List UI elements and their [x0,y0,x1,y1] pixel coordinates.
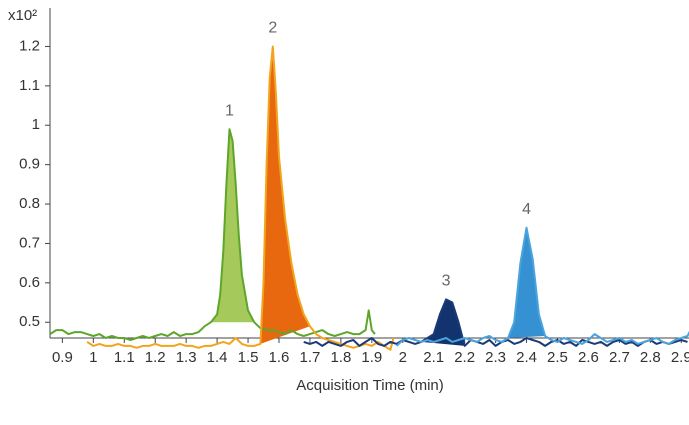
x-axis-title: Acquisition Time (min) [296,377,444,394]
y-tick-label: 0.9 [19,156,40,173]
series-line [395,226,689,347]
y-tick-label: 0.6 [19,274,40,291]
x-tick-label: 2.9 [671,349,689,366]
y-tick-label: 0.7 [19,234,40,251]
x-tick-label: 1 [89,349,97,366]
peak-label: 1 [225,102,234,119]
peak-label: 4 [522,201,531,218]
peak-label: 2 [268,20,277,37]
peak-area [210,129,255,323]
x-tick-label: 2.3 [485,349,506,366]
y-unit-label: x10² [8,7,37,24]
x-tick-label: 1.5 [238,349,259,366]
x-tick-label: 1.7 [300,349,321,366]
y-tick-label: 0.8 [19,195,40,212]
x-tick-label: 2.1 [423,349,444,366]
x-tick-label: 1.2 [145,349,166,366]
x-tick-label: 1.4 [207,349,228,366]
x-tick-label: 2.7 [609,349,630,366]
x-tick-label: 2 [399,349,407,366]
series-line [303,298,688,347]
x-tick-label: 1.3 [176,349,197,366]
y-tick-label: 1.2 [19,37,40,54]
peak-label: 3 [442,273,451,290]
x-tick-label: 1.8 [330,349,351,366]
x-tick-label: 2.2 [454,349,475,366]
x-tick-label: 2.8 [640,349,661,366]
x-tick-label: 2.4 [516,349,537,366]
y-tick-label: 1 [32,116,40,133]
x-tick-label: 0.9 [52,349,73,366]
peak-area [260,46,310,344]
peak-area [421,299,465,346]
y-tick-label: 1.1 [19,77,40,94]
x-tick-label: 2.5 [547,349,568,366]
x-tick-label: 2.6 [578,349,599,366]
x-tick-label: 1.9 [361,349,382,366]
x-tick-label: 1.1 [114,349,135,366]
y-tick-label: 0.5 [19,313,40,330]
x-tick-label: 1.6 [269,349,290,366]
series-line [49,128,376,341]
peak-area [508,227,546,338]
